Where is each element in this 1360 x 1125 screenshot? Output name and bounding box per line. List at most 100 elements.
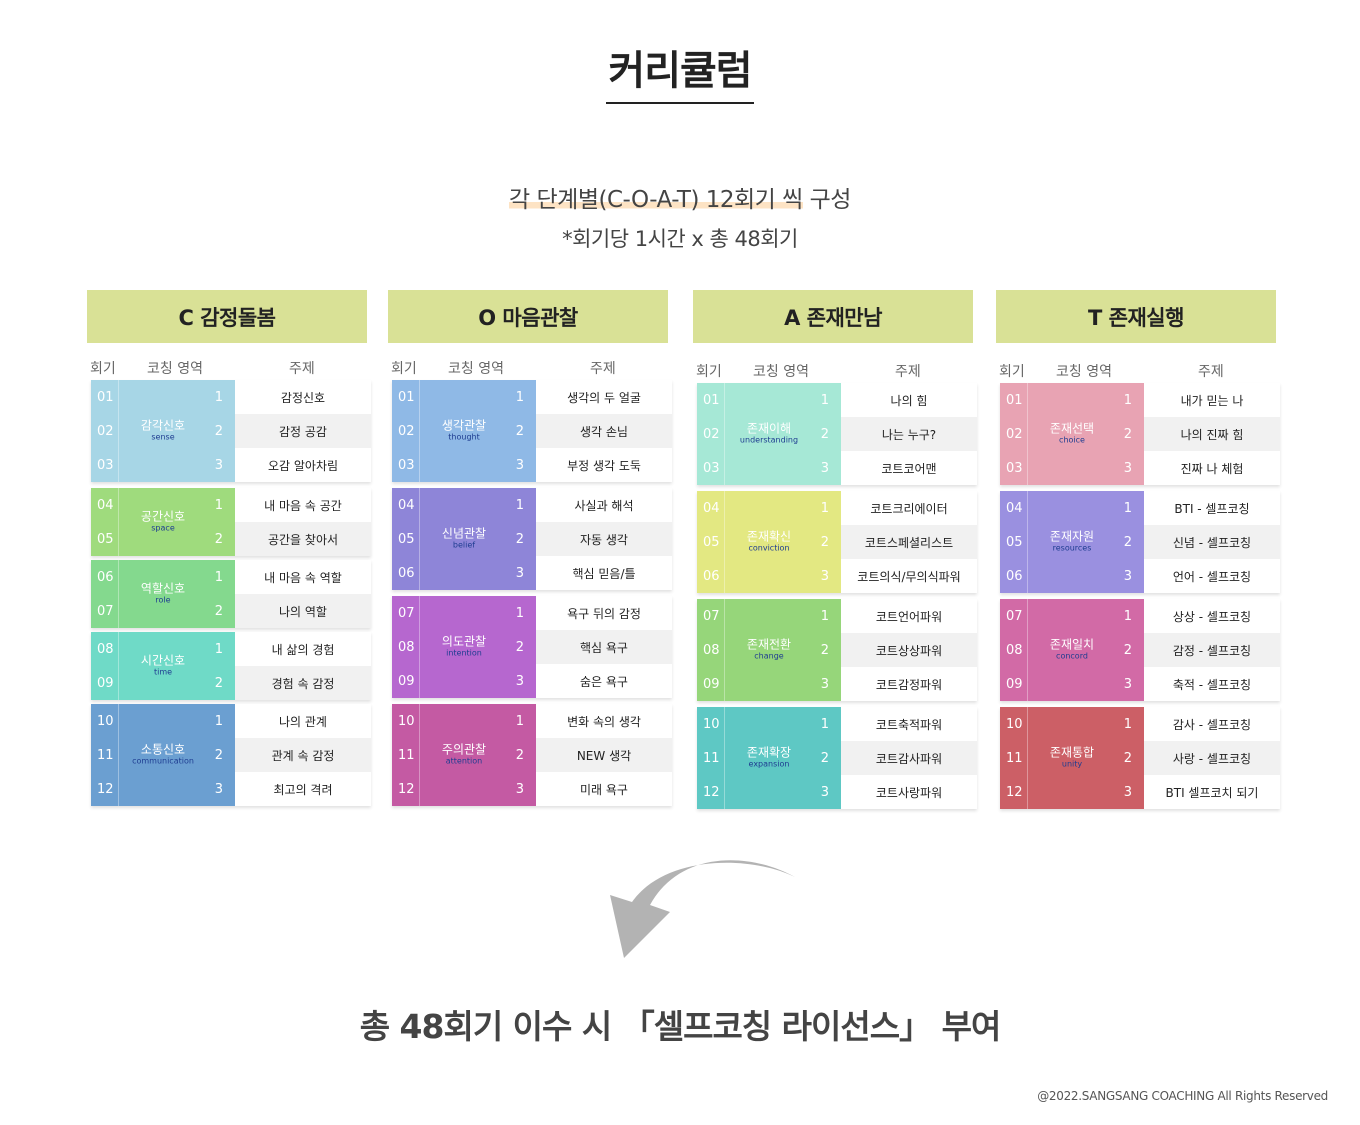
- topic-list: 코트언어파워 코트상상파워 코트감정파워: [841, 599, 977, 701]
- topic-cell: 코트코어맨: [841, 451, 977, 485]
- session-row: 01 1: [392, 380, 536, 414]
- session-number: 12: [1006, 785, 1023, 800]
- session-number: 09: [398, 674, 415, 689]
- area-name-english: resources: [1052, 543, 1092, 553]
- session-row: 02 2: [392, 414, 536, 448]
- page-title-wrap: 커리큘럼: [0, 38, 1360, 104]
- divider: [118, 488, 119, 556]
- column-header: T 존재실행: [996, 290, 1276, 343]
- coaching-area-block: 01 1 02 2 03 3 감각신호 sense: [91, 380, 235, 482]
- area-name-english: unity: [1061, 759, 1083, 769]
- session-row: 10 1: [1000, 707, 1144, 741]
- area-name: 주의관찰: [441, 742, 487, 757]
- topic-cell: 감정 - 셀프코칭: [1144, 633, 1280, 667]
- session-row: 08 2: [697, 633, 841, 667]
- sub-index: 1: [1123, 501, 1132, 516]
- divider: [419, 488, 420, 590]
- topic-cell: 관계 속 감정: [235, 738, 371, 772]
- session-row: 12 3: [392, 772, 536, 806]
- coaching-area-label: 시간신호 time: [121, 654, 205, 678]
- divider: [419, 380, 420, 482]
- curriculum-column: C 감정돌봄 회기 코칭 영역 주제 01 1 02 2 03 3 감각신호 sense 감정신호 감정 …: [87, 290, 371, 806]
- area-name: 존재일치: [1049, 637, 1095, 652]
- session-number: 07: [1006, 609, 1023, 624]
- area-name-english: communication: [132, 756, 194, 766]
- sub-index: 1: [515, 498, 524, 513]
- session-row: 05 2: [91, 522, 235, 556]
- area-name-english: space: [151, 523, 175, 533]
- topic-cell: 코트감사파워: [841, 741, 977, 775]
- topic-list: 감사 - 셀프코칭 사랑 - 셀프코칭 BTI 셀프코치 되기: [1144, 707, 1280, 809]
- sub-index: 3: [820, 785, 829, 800]
- session-number: 03: [398, 458, 415, 473]
- session-group: 10 1 11 2 12 3 소통신호 communication 나의 관계 관계 속 감정 최고…: [91, 704, 371, 806]
- area-name: 역할신호: [140, 581, 186, 596]
- coaching-area-block: 04 1 05 2 06 3 존재자원 resources: [1000, 491, 1144, 593]
- topic-cell: 자동 생각: [536, 522, 672, 556]
- session-row: 03 3: [91, 448, 235, 482]
- session-number: 05: [97, 532, 114, 547]
- column-subheader: 회기 코칭 영역 주제: [388, 343, 668, 377]
- session-group: 06 1 07 2 역할신호 role 내 마음 속 역할 나의 역할: [91, 560, 371, 628]
- area-name: 공간신호: [140, 509, 186, 524]
- session-group: 10 1 11 2 12 3 주의관찰 attention 변화 속의 생각 NEW 생각 미래 욕…: [392, 704, 672, 806]
- coaching-area-block: 10 1 11 2 12 3 주의관찰 attention: [392, 704, 536, 806]
- area-name-english: belief: [452, 540, 476, 550]
- session-number: 12: [703, 785, 720, 800]
- topic-list: 코트축적파워 코트감사파워 코트사랑파워: [841, 707, 977, 809]
- topic-cell: 코트감정파워: [841, 667, 977, 701]
- session-row: 01 1: [91, 380, 235, 414]
- session-group: 10 1 11 2 12 3 존재확장 expansion 코트축적파워 코트감사파워 코트사랑파워: [697, 707, 977, 809]
- session-number: 04: [398, 498, 415, 513]
- topic-cell: 나의 관계: [235, 704, 371, 738]
- topic-list: 생각의 두 얼굴 생각 손님 부정 생각 도둑: [536, 380, 672, 482]
- topic-cell: 감정 공감: [235, 414, 371, 448]
- session-number: 11: [97, 748, 114, 763]
- coaching-area-block: 04 1 05 2 06 3 신념관찰 belief: [392, 488, 536, 590]
- topic-cell: 사실과 해석: [536, 488, 672, 522]
- topic-cell: 감사 - 셀프코칭: [1144, 707, 1280, 741]
- divider: [724, 599, 725, 701]
- sub-index: 2: [214, 748, 223, 763]
- session-number: 01: [97, 390, 114, 405]
- sub-index: 3: [515, 458, 524, 473]
- session-row: 08 2: [392, 630, 536, 664]
- column-subheader: 회기 코칭 영역 주제: [87, 343, 367, 377]
- area-name: 존재전환: [746, 637, 792, 652]
- session-row: 07 1: [697, 599, 841, 633]
- session-row: 01 1: [697, 383, 841, 417]
- topic-list: 나의 관계 관계 속 감정 최고의 격려: [235, 704, 371, 806]
- topic-cell: 숨은 욕구: [536, 664, 672, 698]
- topic-list: 나의 힘 나는 누구? 코트코어맨: [841, 383, 977, 485]
- session-row: 02 2: [697, 417, 841, 451]
- coaching-area-block: 07 1 08 2 09 3 존재전환 change: [697, 599, 841, 701]
- session-row: 12 3: [91, 772, 235, 806]
- sub-index: 1: [820, 717, 829, 732]
- session-number: 05: [398, 532, 415, 547]
- coaching-area-label: 존재일치 concord: [1030, 637, 1114, 662]
- divider: [419, 704, 420, 806]
- coaching-area-label: 주의관찰 attention: [422, 742, 506, 767]
- session-group: 07 1 08 2 09 3 존재일치 concord 상상 - 셀프코칭 감정 - 셀프코칭 축적…: [1000, 599, 1280, 701]
- topic-cell: 변화 속의 생각: [536, 704, 672, 738]
- divider: [1027, 599, 1028, 701]
- topic-cell: 생각 손님: [536, 414, 672, 448]
- topic-cell: 나의 힘: [841, 383, 977, 417]
- topic-cell: BTI 셀프코치 되기: [1144, 775, 1280, 809]
- session-row: 05 2: [1000, 525, 1144, 559]
- sub-index: 3: [820, 569, 829, 584]
- session-row: 02 2: [1000, 417, 1144, 451]
- topic-cell: 나는 누구?: [841, 417, 977, 451]
- session-group: 01 1 02 2 03 3 생각관찰 thought 생각의 두 얼굴 생각 손님 부정 생각 도…: [392, 380, 672, 482]
- area-name: 생각관찰: [441, 418, 487, 433]
- area-name: 존재확장: [746, 745, 792, 760]
- sub-index: 1: [214, 390, 223, 405]
- session-row: 11 2: [697, 741, 841, 775]
- session-row: 04 1: [91, 488, 235, 522]
- topic-cell: 생각의 두 얼굴: [536, 380, 672, 414]
- topic-cell: 최고의 격려: [235, 772, 371, 806]
- session-row: 11 2: [392, 738, 536, 772]
- session-number: 01: [1006, 393, 1023, 408]
- session-row: 07 1: [392, 596, 536, 630]
- session-number: 02: [703, 427, 720, 442]
